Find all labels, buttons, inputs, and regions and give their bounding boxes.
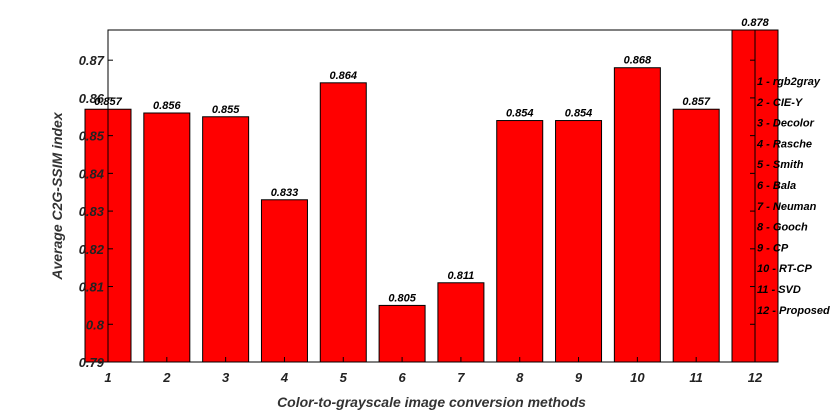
bar-value-label-6: 0.805	[388, 292, 416, 304]
y-tick-label: 0.8	[86, 317, 105, 332]
x-tick-label: 5	[340, 370, 348, 385]
legend-item: 12 - Proposed	[757, 305, 830, 317]
x-tick-label: 8	[516, 370, 524, 385]
bars-layer	[84, 29, 779, 363]
bar-value-label-4: 0.833	[271, 187, 299, 199]
y-tick-label: 0.87	[79, 53, 105, 68]
legend-item: 10 - RT-CP	[757, 263, 812, 275]
x-tick-label: 3	[222, 370, 230, 385]
y-tick-label: 0.85	[79, 129, 105, 144]
bar-6	[378, 304, 426, 363]
bar-value-label-10: 0.868	[624, 55, 652, 67]
legend-item: 1 - rgb2gray	[757, 76, 821, 88]
x-tick-label: 6	[398, 370, 406, 385]
bar-7	[437, 282, 485, 363]
y-tick-label: 0.79	[79, 355, 105, 370]
x-tick-label: 1	[104, 370, 111, 385]
bar-value-label-2: 0.856	[153, 100, 181, 112]
x-tick-label: 2	[162, 370, 171, 385]
bar-value-label-7: 0.811	[448, 270, 475, 282]
legend-item: 2 - CIE-Y	[756, 97, 804, 109]
bar-value-label-8: 0.854	[506, 108, 534, 120]
x-tick-label: 11	[689, 370, 703, 385]
plot-frame	[107, 29, 756, 363]
y-tick-label: 0.83	[79, 204, 105, 219]
y-tick-label: 0.82	[79, 242, 105, 257]
legend-item: 5 - Smith	[757, 159, 804, 171]
legend-item: 8 - Gooch	[757, 222, 808, 234]
bar-2	[143, 112, 191, 363]
legend-item: 11 - SVD	[757, 284, 801, 296]
x-tick-label: 12	[748, 370, 763, 385]
legend-item: 9 - CP	[757, 242, 789, 254]
bar-4	[260, 199, 308, 363]
bar-9	[555, 120, 603, 363]
x-tick-label: 9	[575, 370, 583, 385]
bar-8	[496, 120, 544, 363]
x-tick-label: 10	[630, 370, 645, 385]
legend-item: 3 - Decolor	[757, 118, 815, 130]
bar-labels-layer: 0.857 0.856 0.855 0.833 0.864 0.805 0.811 0.854…	[94, 17, 769, 304]
y-tick-label: 0.86	[79, 91, 105, 106]
legend-item: 4 - Rasche	[756, 138, 812, 150]
bar-value-label-12: 0.878	[741, 17, 769, 29]
bar-value-label-1: 0.857	[94, 96, 122, 108]
bar-value-label-9: 0.854	[565, 108, 593, 120]
legend: 1 - rgb2gray 2 - CIE-Y 3 - Decolor 4 - Rasc…	[756, 76, 830, 317]
bar-11	[672, 108, 720, 363]
bar-value-label-3: 0.855	[212, 104, 240, 116]
x-tick-label: 7	[457, 370, 465, 385]
y-axis-title: Average C2G-SSIM index	[49, 111, 65, 280]
bar-5	[319, 82, 367, 363]
bar-value-label-11: 0.857	[682, 96, 710, 108]
legend-item: 6 - Bala	[757, 180, 796, 192]
y-tick-label: 0.84	[79, 166, 105, 181]
bar-value-label-5: 0.864	[330, 70, 358, 82]
y-tick-label: 0.81	[79, 280, 104, 295]
y-axis: 0.79 0.8 0.81 0.82 0.83 0.84 0.85 0.86 0.87	[79, 53, 755, 370]
x-axis-title: Color-to-grayscale image conversion meth…	[277, 394, 586, 410]
x-axis: 1 2 3 4 5 6 7 8 9 10 11 12	[104, 357, 763, 385]
bar-10	[613, 67, 661, 363]
bar-3	[202, 116, 250, 363]
x-tick-label: 4	[280, 370, 289, 385]
legend-item: 7 - Neuman	[757, 201, 817, 213]
